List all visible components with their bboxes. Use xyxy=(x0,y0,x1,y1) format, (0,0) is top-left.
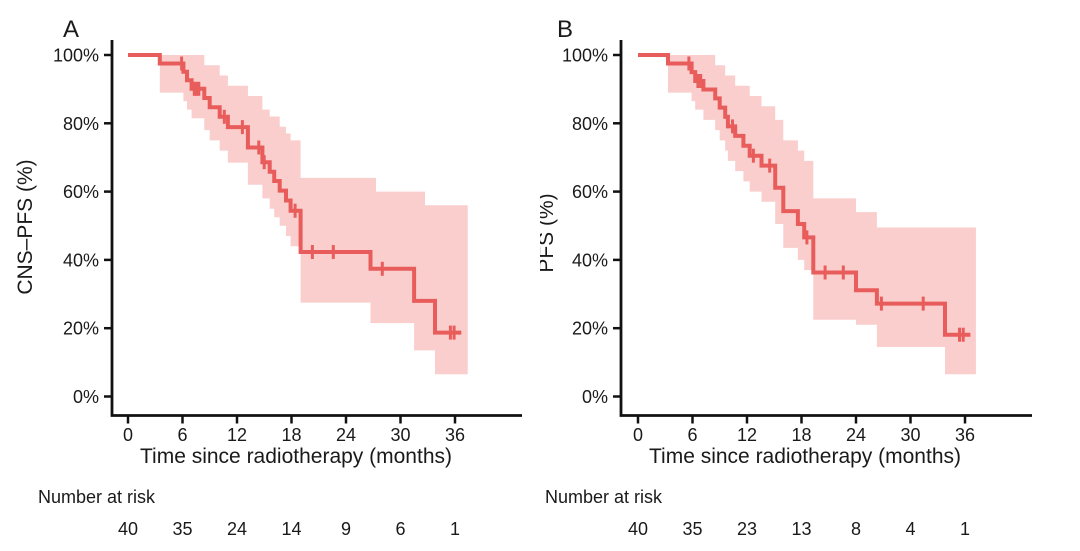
y-tick-label: 0% xyxy=(73,387,99,407)
x-tick-label: 0 xyxy=(123,425,133,445)
y-tick-label: 100% xyxy=(53,46,99,66)
y-tick-label: 40% xyxy=(63,250,99,270)
x-tick-label: 36 xyxy=(445,425,465,445)
panel-b-y-axis-title: PFS (%) xyxy=(540,193,558,272)
survival-curve xyxy=(128,53,462,335)
confidence-interval-ribbon xyxy=(159,55,468,375)
panel-a-x-axis-title: Time since radiotherapy (months) xyxy=(140,445,452,468)
panel-b-chart: 0% 20% 40% 60% 80% 100% 0 6 12 18 24 30 36 40 35 23 13 8 4… xyxy=(540,16,1032,539)
y-tick-label: 40% xyxy=(572,250,608,270)
y-tick-label: 20% xyxy=(63,319,99,339)
risk-count: 13 xyxy=(791,519,811,539)
risk-count: 6 xyxy=(395,519,405,539)
panel-b-plot-area: 0% 20% 40% 60% 80% 100% 0 6 12 18 24 30 36 40 35 23 13 8 4… xyxy=(562,40,1032,539)
x-tick-label: 18 xyxy=(791,425,811,445)
risk-count: 24 xyxy=(227,519,247,539)
confidence-interval-ribbon xyxy=(668,55,976,375)
x-tick-label: 24 xyxy=(846,425,866,445)
x-tick-label: 30 xyxy=(900,425,920,445)
risk-count: 1 xyxy=(960,519,970,539)
y-tick-label: 60% xyxy=(572,182,608,202)
y-tick-label: 20% xyxy=(572,319,608,339)
panel-a-plot-area: 0% 20% 40% 60% 80% 100% 0 6 12 18 24 30 36 40 35 24 14 9 6… xyxy=(53,40,522,539)
panel-a-letter: A xyxy=(63,16,79,43)
risk-count: 40 xyxy=(118,519,138,539)
axis-line xyxy=(619,40,1032,417)
axis-line xyxy=(110,40,522,417)
panel-a-chart: 0% 20% 40% 60% 80% 100% 0 6 12 18 24 30 36 40 35 24 14 9 6… xyxy=(14,16,522,539)
x-tick-label: 12 xyxy=(737,425,757,445)
x-tick-label: 12 xyxy=(227,425,247,445)
panel-a-y-axis-title: CNS–PFS (%) xyxy=(14,159,37,294)
x-tick-label: 6 xyxy=(687,425,697,445)
risk-count: 9 xyxy=(341,519,351,539)
y-tick-label: 60% xyxy=(63,182,99,202)
y-tick-label: 0% xyxy=(582,387,608,407)
x-tick-label: 36 xyxy=(955,425,975,445)
risk-count: 35 xyxy=(172,519,192,539)
risk-count: 23 xyxy=(737,519,757,539)
risk-count: 14 xyxy=(281,519,301,539)
x-tick-label: 30 xyxy=(390,425,410,445)
risk-count: 35 xyxy=(682,519,702,539)
panel-a-risk-table-title: Number at risk xyxy=(38,487,156,507)
x-tick-label: 0 xyxy=(633,425,643,445)
x-tick-label: 18 xyxy=(281,425,301,445)
risk-count: 4 xyxy=(905,519,915,539)
risk-count: 40 xyxy=(628,519,648,539)
y-tick-label: 80% xyxy=(572,114,608,134)
risk-count: 8 xyxy=(851,519,861,539)
panel-b-letter: B xyxy=(557,16,573,43)
x-tick-label: 6 xyxy=(177,425,187,445)
risk-count: 1 xyxy=(450,519,460,539)
x-tick-label: 24 xyxy=(336,425,356,445)
y-tick-label: 100% xyxy=(562,46,608,66)
y-tick-label: 80% xyxy=(63,114,99,134)
panel-b-x-axis-title: Time since radiotherapy (months) xyxy=(649,445,961,468)
panel-b-risk-table-title: Number at risk xyxy=(545,487,663,507)
